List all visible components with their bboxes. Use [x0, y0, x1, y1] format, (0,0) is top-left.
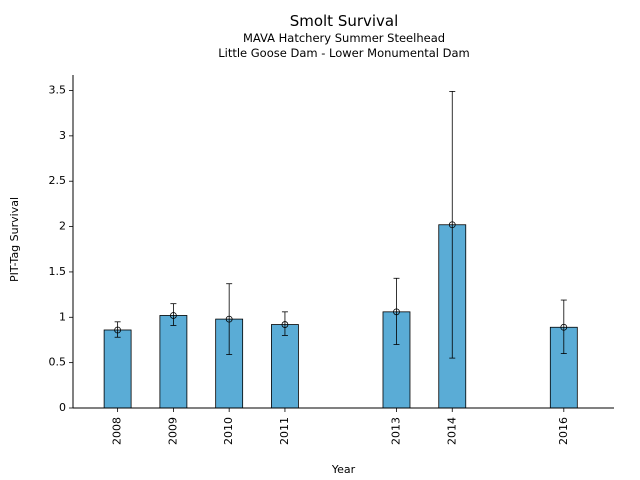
point-marker-2008: [114, 326, 122, 334]
point-marker-2014: [448, 221, 456, 229]
y-tick-label-5: 2.5: [49, 174, 67, 187]
x-tick-label-2013: 2013: [389, 417, 402, 445]
x-tick-label-2011: 2011: [278, 417, 291, 445]
x-ticks-group: 2008 2009 2010 2011 2013 2014 2016: [111, 408, 570, 445]
x-tick-label-2010: 2010: [222, 417, 235, 445]
x-tick-label-2008: 2008: [111, 417, 124, 445]
chart-title: Smolt Survival: [289, 12, 399, 30]
y-ticks-group: 0 0.5 1 1.5 2 2.5 3 3.5: [49, 84, 73, 414]
error-bars-group: [114, 91, 568, 359]
point-marker-2013: [393, 308, 400, 316]
bars-group: [103, 224, 578, 409]
x-tick-label-2009: 2009: [166, 417, 179, 445]
point-marker-2009: [169, 312, 177, 319]
y-axis-label: PIT-Tag Survival: [8, 197, 21, 282]
bar-2011: [271, 324, 299, 409]
y-tick-label-2: 1: [59, 310, 66, 323]
point-marker-2010: [225, 315, 233, 323]
y-tick-label-3: 1.5: [49, 265, 67, 278]
x-tick-label-2016: 2016: [557, 417, 570, 445]
axes-group: [72, 75, 614, 409]
bar-2008: [103, 329, 132, 409]
y-tick-label-7: 3.5: [49, 84, 67, 97]
x-axis-label: Year: [331, 463, 356, 476]
y-tick-label-0: 0: [59, 401, 66, 414]
bar-2009: [159, 315, 188, 409]
y-tick-label-4: 2: [59, 220, 66, 233]
chart-subtitle-line-1: MAVA Hatchery Summer Steelhead: [242, 31, 446, 45]
point-marker-2011: [281, 321, 289, 328]
chart-subtitle-line-2: Little Goose Dam - Lower Monumental Dam: [218, 46, 470, 60]
y-tick-label-1: 0.5: [49, 356, 67, 369]
y-tick-label-6: 3: [59, 129, 66, 142]
point-marker-2016: [560, 323, 568, 331]
x-tick-label-2014: 2014: [445, 417, 458, 445]
